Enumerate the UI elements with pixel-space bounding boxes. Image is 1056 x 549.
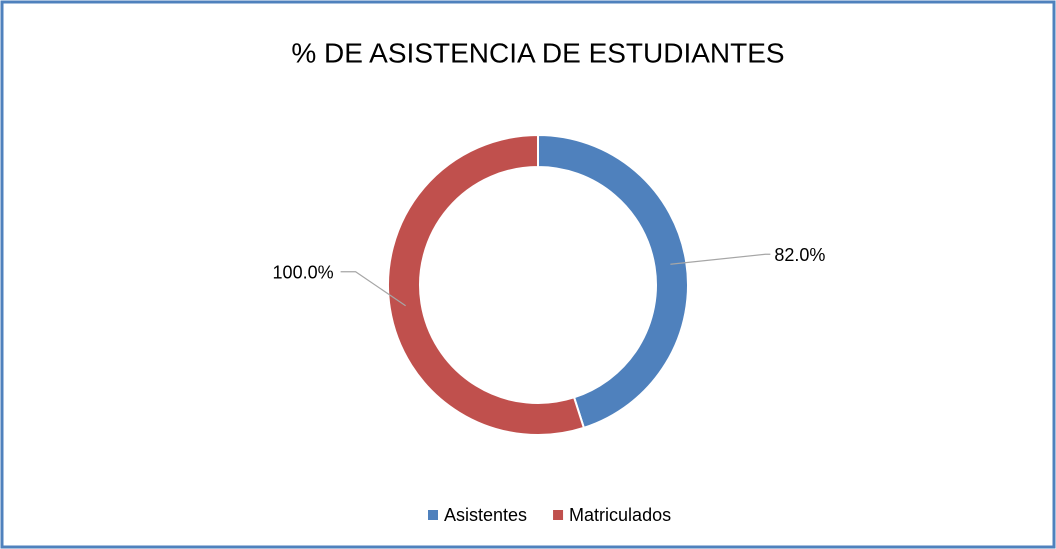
legend-label: Matriculados	[569, 505, 671, 525]
data-label: 100.0%	[273, 262, 334, 282]
legend-label: Asistentes	[444, 505, 527, 525]
donut-slice	[387, 133, 586, 436]
leader-line	[340, 271, 406, 307]
legend-swatch	[428, 510, 438, 520]
chart-title: % DE ASISTENCIA DE ESTUDIANTES	[291, 37, 784, 68]
donut-slice	[537, 133, 689, 430]
leader-line	[670, 253, 771, 265]
data-label: 82.0%	[774, 245, 825, 265]
legend-swatch	[553, 510, 564, 520]
